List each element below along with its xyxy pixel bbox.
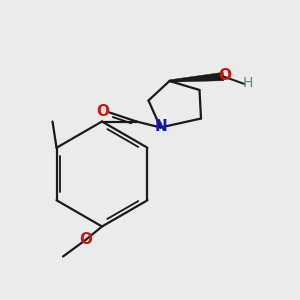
Polygon shape	[169, 72, 224, 82]
Text: N: N	[155, 119, 167, 134]
Text: O: O	[79, 232, 92, 247]
Text: O: O	[218, 68, 231, 83]
Text: O: O	[96, 103, 110, 118]
Text: H: H	[242, 76, 253, 90]
